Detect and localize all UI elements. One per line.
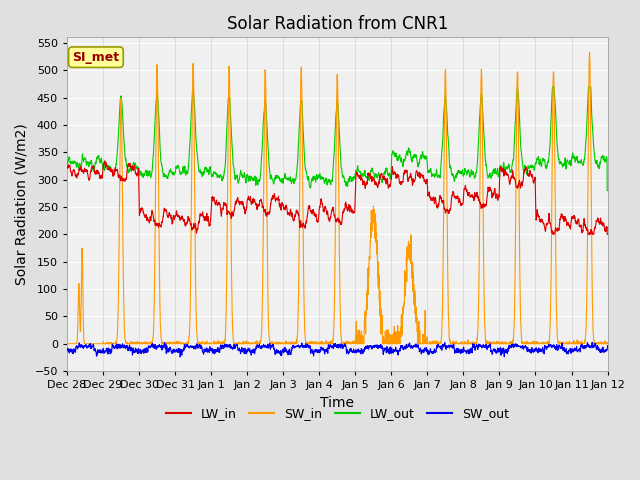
Text: SI_met: SI_met <box>72 51 120 64</box>
Title: Solar Radiation from CNR1: Solar Radiation from CNR1 <box>227 15 448 33</box>
LW_out <box>63 158 71 164</box>
SW_out <box>593 345 601 350</box>
LW_out <box>157 156 164 161</box>
SW_out <box>588 339 596 345</box>
SW_in <box>535 341 543 347</box>
SW_out <box>177 354 184 360</box>
SW_in <box>586 49 593 55</box>
Line: SW_in: SW_in <box>67 52 607 344</box>
SW_in <box>271 340 278 346</box>
SW_in <box>294 321 301 327</box>
SW_in <box>125 341 132 347</box>
SW_out <box>125 345 132 351</box>
SW_out <box>271 347 278 352</box>
SW_out <box>63 346 71 351</box>
LW_in <box>294 210 301 216</box>
Line: LW_out: LW_out <box>67 86 607 191</box>
Line: SW_out: SW_out <box>67 342 607 357</box>
LW_out <box>125 169 132 175</box>
LW_out <box>548 84 556 89</box>
LW_out <box>593 159 601 165</box>
SW_in <box>604 341 611 347</box>
LW_in <box>125 163 132 168</box>
LW_in <box>101 158 109 164</box>
SW_in <box>157 331 164 337</box>
LW_in <box>593 218 601 224</box>
LW_out <box>535 156 543 162</box>
Legend: LW_in, SW_in, LW_out, SW_out: LW_in, SW_in, LW_out, SW_out <box>161 402 514 425</box>
LW_out <box>604 188 611 193</box>
LW_out <box>271 178 278 184</box>
LW_out <box>604 188 611 193</box>
Y-axis label: Solar Radiation (W/m2): Solar Radiation (W/m2) <box>15 123 29 285</box>
SW_out <box>294 344 301 349</box>
X-axis label: Time: Time <box>320 396 355 410</box>
Line: LW_in: LW_in <box>67 161 607 234</box>
LW_in <box>604 231 611 237</box>
LW_in <box>157 224 164 230</box>
LW_in <box>271 191 278 197</box>
LW_in <box>549 231 557 237</box>
LW_in <box>63 166 71 171</box>
SW_in <box>593 341 601 347</box>
SW_in <box>100 341 108 347</box>
SW_out <box>535 348 543 354</box>
LW_out <box>294 157 301 163</box>
SW_out <box>604 343 611 348</box>
SW_out <box>157 345 164 350</box>
SW_in <box>63 341 71 347</box>
LW_in <box>535 214 543 220</box>
